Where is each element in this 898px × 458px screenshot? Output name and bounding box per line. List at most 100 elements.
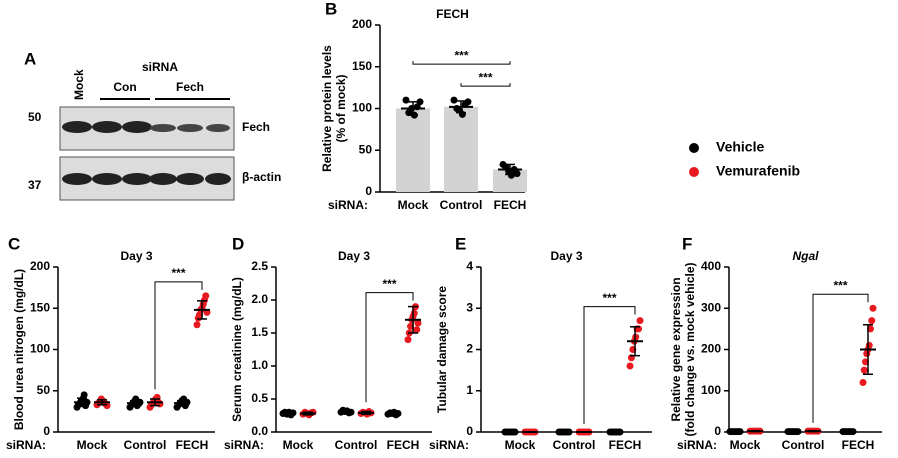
bracket-line (155, 282, 202, 389)
point (413, 326, 420, 333)
significance-label: *** (454, 48, 468, 62)
legend-marker (689, 143, 699, 153)
point (451, 97, 458, 104)
significance-bracket (155, 282, 202, 389)
legend-marker (689, 167, 699, 177)
y-tick-label: 100 (352, 101, 372, 115)
x-tick-label: Control (335, 438, 378, 452)
point (403, 97, 410, 104)
point (465, 98, 472, 105)
y-tick-label: 300 (701, 300, 721, 314)
panel-letter: F (682, 234, 692, 253)
y-tick-label: 0 (714, 424, 721, 438)
point (194, 321, 201, 328)
band-label: β-actin (242, 170, 281, 184)
y-tick-label: 200 (701, 342, 721, 356)
chart-title: Ngal (792, 249, 819, 263)
point (866, 342, 873, 349)
panel-letter: C (8, 234, 20, 253)
chart-title: Day 3 (120, 249, 152, 263)
y-axis-label: Blood urea nitrogen (mg/dL) (12, 269, 26, 430)
y-tick-label: 0 (365, 184, 372, 198)
marker: 37 (28, 178, 42, 192)
point (868, 317, 875, 324)
legend-label: Vemurafenib (716, 163, 800, 179)
y-tick-label: 2.5 (251, 259, 268, 273)
panel-letter: D (232, 234, 244, 253)
x-axis-label: siRNA: (328, 198, 368, 212)
significance-label: *** (478, 70, 492, 84)
y-axis-label: Relative gene expression (669, 277, 683, 421)
significance-label: *** (171, 266, 185, 280)
y-axis-label: Tubular damage score (435, 286, 449, 413)
y-tick-label: 3 (466, 300, 473, 314)
y-tick-label: 0 (466, 424, 473, 438)
x-axis-label: siRNA: (6, 438, 46, 452)
y-tick-label: 4 (466, 259, 473, 273)
x-tick-label: FECH (176, 438, 209, 452)
significance-bracket (366, 293, 413, 403)
group: Con (113, 80, 136, 94)
panel-a: A Mock siRNA Con Fech 50 37 Fech β-actin (24, 49, 281, 200)
x-tick-label: Mock (77, 438, 108, 452)
y-tick-label: 1.5 (251, 325, 268, 339)
point (405, 336, 412, 343)
y-tick-label: 100 (30, 342, 50, 356)
y-tick-label: 2.0 (251, 292, 268, 306)
x-axis-label: siRNA: (224, 438, 264, 452)
lane-label: Mock (72, 69, 86, 100)
significance-bracket (813, 294, 868, 423)
group: Fech (176, 80, 204, 94)
marker: 50 (28, 110, 42, 124)
y-tick-label: 1 (466, 383, 473, 397)
point (870, 305, 877, 312)
y-tick-label: 0.0 (251, 424, 268, 438)
point (411, 310, 418, 317)
x-tick-label: Mock (398, 198, 429, 212)
bracket-line (366, 293, 413, 403)
x-axis-label: siRNA: (429, 438, 469, 452)
point (459, 111, 466, 118)
significance-label: *** (833, 278, 847, 292)
x-axis-label: siRNA: (677, 438, 717, 452)
error-bar (808, 431, 818, 432)
y-tick-label: 150 (30, 300, 50, 314)
x-tick-label: FECH (609, 438, 642, 452)
y-tick-label: 50 (37, 383, 51, 397)
panel-letter: A (24, 49, 36, 68)
group-label: siRNA (142, 60, 178, 74)
y-tick-label: 100 (701, 383, 721, 397)
chart-title: Day 3 (550, 249, 582, 263)
x-tick-label: FECH (387, 438, 420, 452)
y-tick-label: 50 (359, 142, 373, 156)
y-tick-label: 400 (701, 259, 721, 273)
y-tick-label: 200 (352, 17, 372, 31)
panel-letter: E (455, 234, 466, 253)
x-tick-label: FECH (494, 198, 527, 212)
panel-letter: B (325, 0, 337, 18)
chart-title: Day 3 (338, 249, 370, 263)
point (202, 292, 209, 299)
y-axis-label: (fold change vs. mock vehicle) (683, 262, 697, 436)
y-axis-label: Serum creatinine (mg/dL) (230, 277, 244, 422)
point (514, 170, 521, 177)
point (861, 367, 868, 374)
y-tick-label: 0 (43, 424, 50, 438)
band-label: Fech (242, 120, 270, 134)
y-tick-label: 0.5 (251, 391, 268, 405)
y-tick-label: 150 (352, 59, 372, 73)
significance-label: *** (602, 291, 616, 305)
point (627, 363, 634, 370)
x-tick-label: Control (440, 198, 483, 212)
y-tick-label: 2 (466, 342, 473, 356)
x-tick-label: Mock (505, 438, 536, 452)
x-tick-label: Control (553, 438, 596, 452)
chart-title: FECH (436, 7, 469, 21)
error-bar (750, 431, 760, 432)
point (860, 379, 867, 386)
x-tick-label: Mock (730, 438, 761, 452)
y-tick-label: 200 (30, 259, 50, 273)
x-tick-label: Mock (283, 438, 314, 452)
bracket-line (813, 294, 868, 423)
